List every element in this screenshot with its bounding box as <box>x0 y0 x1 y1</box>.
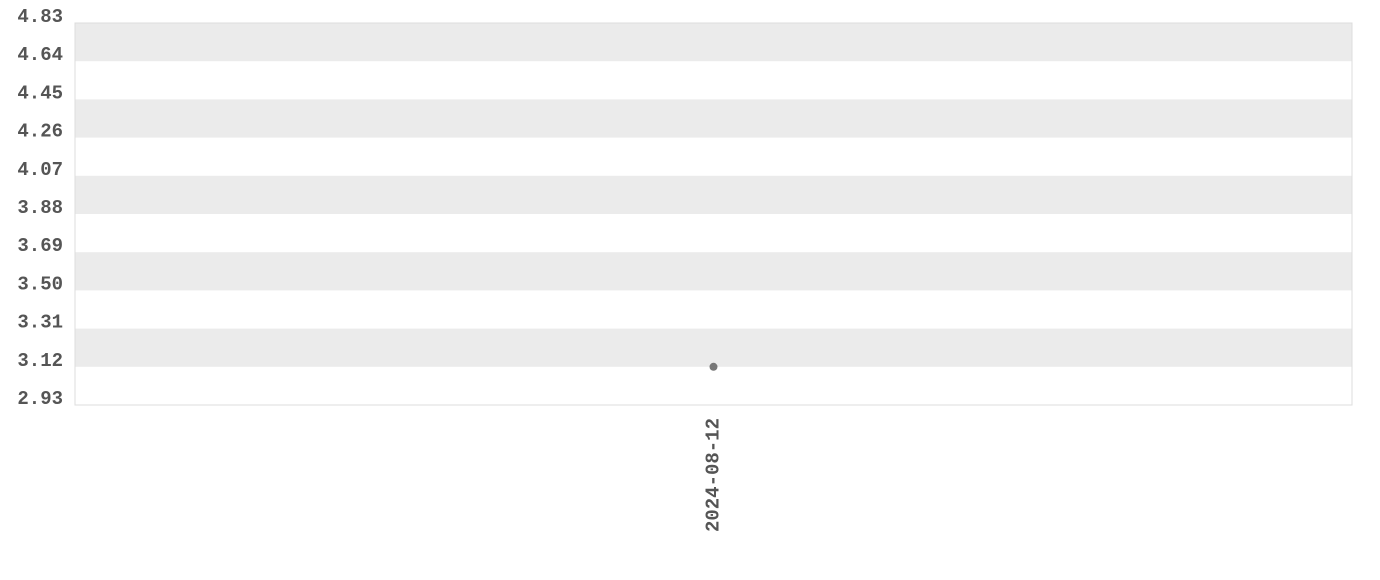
y-tick-label: 3.12 <box>17 350 63 372</box>
y-tick-label: 3.50 <box>17 273 63 295</box>
grid-band <box>75 99 1352 138</box>
y-tick-label: 4.64 <box>17 44 63 66</box>
y-tick-label: 4.83 <box>17 6 63 28</box>
y-tick-label: 4.26 <box>17 121 63 143</box>
y-tick-label: 4.45 <box>17 82 63 104</box>
y-tick-label: 3.88 <box>17 197 63 219</box>
plot-frame <box>74 22 1353 406</box>
grid-band <box>75 252 1352 291</box>
grid-band <box>75 23 1352 62</box>
y-tick-label: 2.93 <box>17 388 63 410</box>
y-tick-label: 3.31 <box>17 312 63 334</box>
data-point <box>709 362 718 371</box>
x-tick-label: 2024-08-12 <box>703 418 725 532</box>
y-tick-label: 3.69 <box>17 235 63 257</box>
y-tick-label: 4.07 <box>17 159 63 181</box>
grid-band <box>75 328 1352 367</box>
grid-band <box>75 175 1352 214</box>
